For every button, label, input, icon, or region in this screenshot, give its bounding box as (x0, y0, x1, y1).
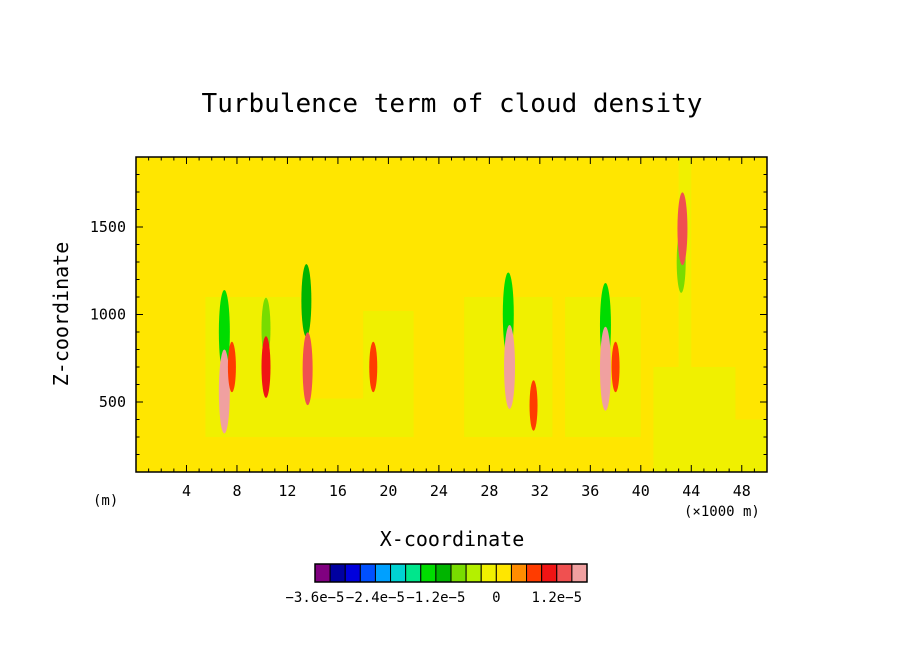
y-tick-label: 1000 (90, 306, 126, 324)
colorbar-swatch (344, 563, 361, 583)
colorbar-frame (314, 563, 588, 583)
contour-region (735, 419, 767, 472)
positive-feature (302, 332, 313, 406)
colorbar-swatch (495, 563, 512, 583)
chart-title: Turbulence term of cloud density (202, 89, 703, 119)
x-tick-label: 28 (480, 482, 498, 500)
positive-feature (504, 325, 516, 409)
positive-feature (529, 380, 538, 431)
colorbar-swatch (374, 563, 392, 583)
colorbar-swatch (510, 563, 528, 583)
positive-feature (599, 326, 611, 411)
x-unit-left: (m) (93, 493, 118, 509)
x-tick-label: 8 (232, 482, 241, 500)
x-unit-right: (×1000 m) (684, 504, 760, 520)
contour-fill-layer (136, 157, 767, 472)
colorbar-label: −2.4e−5 (346, 590, 405, 606)
colorbar-swatch (435, 563, 452, 583)
colorbar-swatch (390, 563, 407, 583)
colorbar-swatch (420, 563, 437, 583)
positive-feature (611, 341, 620, 393)
colorbar-swatch (465, 563, 482, 583)
contour-region (653, 367, 736, 472)
colorbar-swatch (359, 563, 376, 583)
colorbar-label: −3.6e−5 (285, 590, 344, 606)
x-tick-label: 40 (632, 482, 650, 500)
x-axis-label: X-coordinate (380, 527, 525, 551)
colorbar-swatch (480, 563, 497, 583)
colorbar-swatch (329, 563, 346, 583)
contour-region (300, 398, 414, 437)
x-tick-label: 20 (379, 482, 397, 500)
colorbar-label: 0 (492, 590, 500, 606)
colorbar-swatch (450, 563, 467, 583)
x-tick-label: 4 (182, 482, 191, 500)
positive-feature (261, 336, 271, 398)
positive-feature (677, 192, 688, 266)
y-tick-label: 500 (99, 393, 126, 411)
colorbar-swatch (556, 563, 573, 583)
colorbar-swatch (526, 563, 543, 583)
positive-feature (369, 341, 378, 393)
x-tick-label: 48 (733, 482, 751, 500)
x-tick-label: 36 (581, 482, 599, 500)
colorbar-swatch (541, 563, 558, 583)
colorbar-swatch (314, 563, 331, 583)
negative-feature (301, 264, 312, 337)
positive-feature (218, 349, 230, 434)
x-tick-label: 12 (278, 482, 296, 500)
colorbar-swatch (571, 563, 588, 583)
x-tick-label: 24 (430, 482, 448, 500)
colorbar: −3.6e−5 −2.4e−5 −1.2e−5 0 1.2e−5 (285, 563, 588, 606)
x-tick-label: 16 (329, 482, 347, 500)
colorbar-label: 1.2e−5 (531, 590, 582, 606)
colorbar-label: −1.2e−5 (406, 590, 465, 606)
negative-feature (218, 290, 230, 374)
positive-feature (227, 341, 236, 393)
y-axis-label: Z-coordinate (49, 242, 73, 387)
y-tick-label: 1500 (90, 218, 126, 236)
colorbar-swatch (405, 563, 422, 583)
x-tick-label: 44 (682, 482, 700, 500)
x-tick-label: 32 (531, 482, 549, 500)
